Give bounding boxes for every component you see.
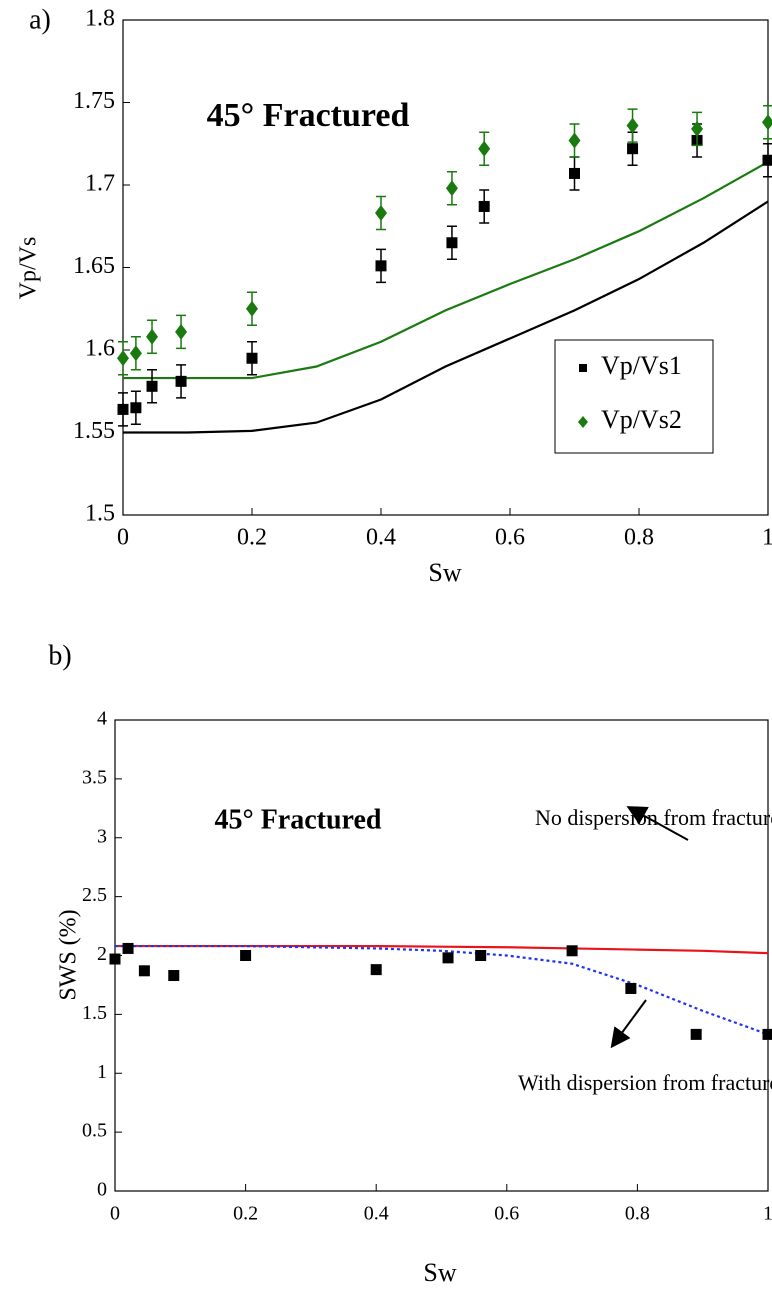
legend-label: Vp/Vs1 [601,351,682,380]
x-tick-label: 0.4 [364,1203,389,1225]
y-tick-label: 1.75 [73,88,115,114]
arrow [610,999,647,1049]
data-point [246,300,258,317]
data-point [762,154,772,166]
x-tick-label: 1 [762,525,772,551]
y-tick-label: 1.5 [85,501,115,527]
y-tick-label: 1.8 [85,6,115,32]
data-point [240,950,252,961]
y-tick-label: 0.5 [82,1120,107,1142]
x-tick-label: 0.2 [233,1203,258,1225]
x-tick-label: 0.6 [495,525,525,551]
data-point [146,328,159,345]
data-point [445,180,458,197]
y-tick-label: 1 [97,1061,107,1083]
legend-marker [579,364,587,372]
data-point [130,402,142,414]
model-line [115,944,769,1036]
data-point [475,950,487,961]
y-tick-label: 1.7 [85,171,115,197]
y-axis-label: Vp/Vs [16,237,42,300]
data-point [370,964,382,976]
y-tick-label: 3 [97,825,107,847]
plot-frame [114,719,769,1192]
arrow [626,806,689,841]
legend-label: Vp/Vs2 [601,405,682,434]
panel-label: b) [48,640,71,671]
x-tick-label: 0.8 [624,525,654,551]
y-tick-label: 2 [97,943,107,965]
panel-label: a) [29,4,51,35]
data-point [762,1028,772,1040]
x-axis-label: Sw [423,1258,456,1287]
annotation: 45° Fractured [207,97,410,134]
data-point [566,945,578,957]
x-tick-label: 0 [117,525,129,551]
data-point [627,143,639,155]
data-point [246,352,258,364]
data-point [375,260,387,272]
annotation: 45° Fractured [215,804,382,835]
x-tick-label: 1 [763,1203,772,1225]
x-tick-label: 0.6 [494,1203,519,1225]
y-tick-label: 4 [97,708,107,730]
annotation: With dispersion from fractures [518,1070,772,1095]
y-tick-label: 1.6 [85,336,115,362]
data-point [625,982,637,994]
x-tick-label: 0 [110,1203,120,1225]
y-tick-label: 1.5 [82,1002,107,1024]
data-point [375,205,387,222]
x-tick-label: 0.2 [237,525,267,551]
data-point [762,114,772,131]
x-axis-label: Sw [428,558,461,587]
data-point [117,403,129,415]
model-line [123,160,769,380]
y-tick-label: 2.5 [82,884,107,906]
data-point [478,140,491,157]
y-tick-label: 1.55 [73,418,115,444]
legend [554,339,714,454]
model-line [123,200,769,434]
data-point [168,970,180,982]
y-tick-label: 3.5 [82,766,107,788]
y-tick-label: 0 [97,1179,107,1201]
data-point [129,345,142,362]
data-point [117,350,129,367]
x-tick-label: 0.4 [366,525,396,551]
data-point [175,323,188,340]
y-tick-label: 1.65 [73,253,115,279]
data-point [568,132,581,149]
legend-marker [578,416,588,428]
y-axis-label: SWS (%) [56,909,82,1000]
data-point [109,953,121,965]
data-point [626,117,639,134]
data-point [138,965,150,977]
x-tick-label: 0.8 [625,1203,650,1225]
data-point [446,237,458,249]
data-point [146,380,158,392]
data-point [478,200,490,212]
annotation: No dispersion from fractures [535,805,772,830]
data-point [690,1028,702,1040]
data-point [122,942,134,954]
data-point [175,375,187,387]
data-point [691,120,704,137]
data-point [442,952,454,964]
data-point [569,167,580,179]
